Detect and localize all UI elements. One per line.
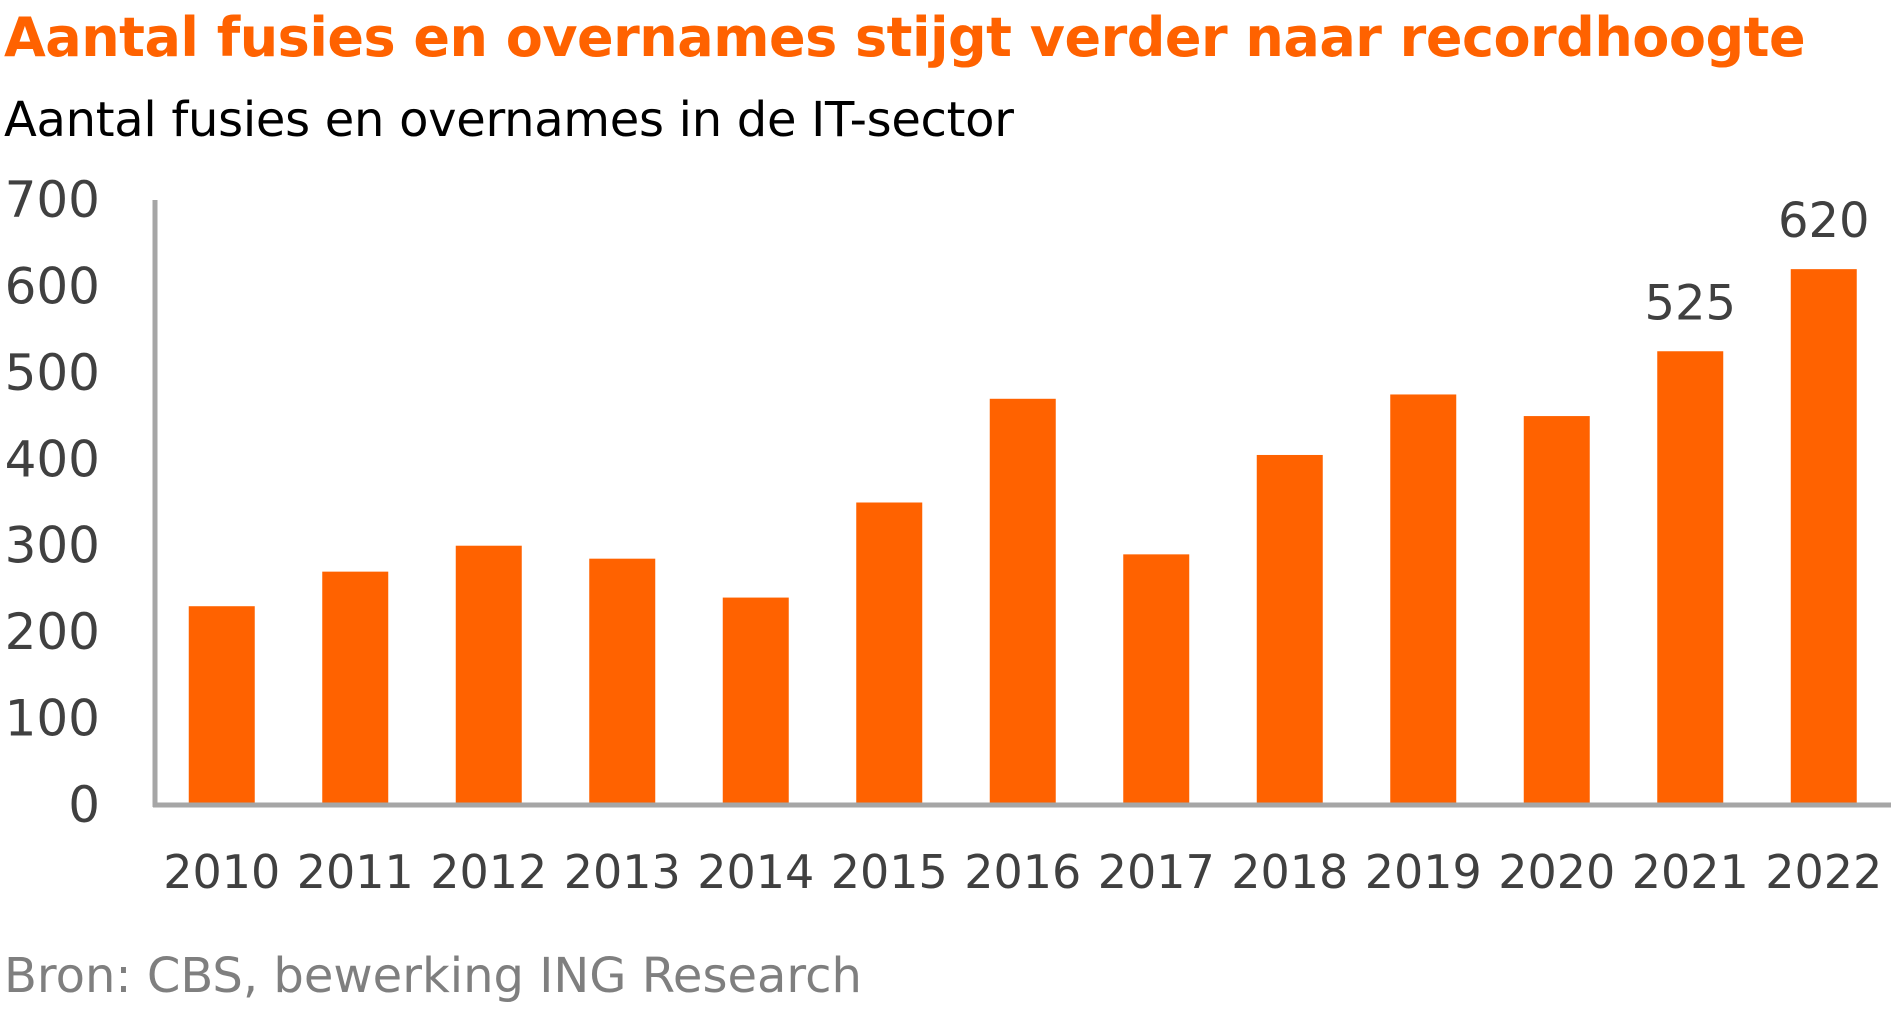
x-tick-label: 2011	[297, 845, 414, 899]
x-tick-label: 2020	[1498, 845, 1615, 899]
data-label-2022: 620	[1778, 193, 1870, 249]
y-tick-label: 100	[5, 690, 100, 748]
bar-2015	[856, 502, 923, 805]
y-tick-label: 600	[5, 257, 100, 315]
x-tick-label: 2018	[1231, 845, 1348, 899]
y-tick-label: 500	[5, 344, 100, 402]
y-tick-label: 200	[5, 603, 100, 661]
data-labels: 525 620	[1644, 193, 1869, 331]
y-tick-label: 400	[5, 430, 100, 488]
bar-2014	[722, 597, 789, 805]
x-tick-label: 2021	[1632, 845, 1749, 899]
y-axis-ticks: 0 100 200 300 400 500 600 700	[5, 171, 100, 834]
x-tick-label: 2015	[831, 845, 948, 899]
x-tick-label: 2019	[1365, 845, 1482, 899]
bar-2017	[1123, 554, 1190, 805]
chart-subtitle: Aantal fusies en overnames in de IT-sect…	[4, 92, 1014, 148]
bars	[188, 269, 1857, 806]
y-tick-label: 0	[68, 776, 100, 834]
x-tick-label: 2016	[964, 845, 1081, 899]
bar-2022	[1790, 269, 1857, 806]
x-tick-label: 2017	[1098, 845, 1215, 899]
bar-2016	[989, 398, 1056, 805]
bar-2019	[1390, 394, 1457, 805]
x-axis-ticks: 2010 2011 2012 2013 2014 2015 2016 2017 2018 2019…	[163, 845, 1882, 899]
x-tick-label: 2012	[430, 845, 547, 899]
x-tick-label: 2010	[163, 845, 280, 899]
source-note: Bron: CBS, bewerking ING Research	[4, 948, 862, 1004]
bar-2011	[322, 571, 389, 805]
data-label-2021: 525	[1644, 275, 1736, 331]
y-tick-label: 300	[5, 517, 100, 575]
bar-2018	[1256, 454, 1323, 805]
bar-2021	[1657, 351, 1724, 805]
x-tick-label: 2014	[697, 845, 814, 899]
chart-title: Aantal fusies en overnames stijgt verder…	[4, 6, 1806, 69]
y-tick-label: 700	[5, 171, 100, 229]
bar-2013	[589, 558, 656, 805]
x-tick-label: 2013	[564, 845, 681, 899]
bar-2010	[188, 606, 255, 805]
bar-2020	[1523, 416, 1590, 805]
x-tick-label: 2022	[1765, 845, 1882, 899]
bar-2012	[455, 545, 522, 805]
